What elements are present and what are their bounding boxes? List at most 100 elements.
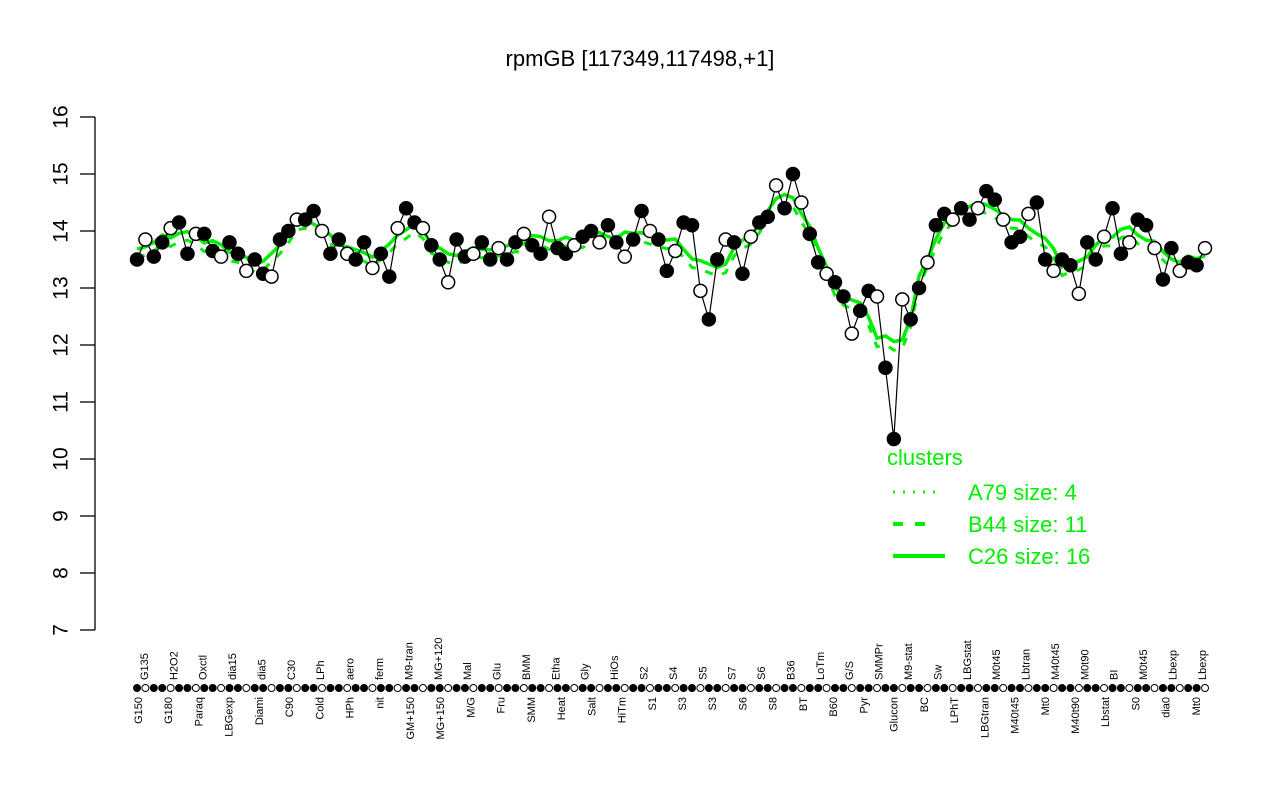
x-tick-label-top: dia15 [227,653,239,680]
data-point [314,223,330,239]
rug-point [873,684,882,692]
data-point [516,226,532,242]
rug-point [738,684,747,692]
x-tick-label-top: M9-stat [903,643,915,680]
rug-point [536,684,545,692]
rug-point [1108,684,1117,692]
data-point [567,238,582,253]
data-point [785,166,801,182]
data-point [693,283,708,299]
x-tick-label-top: Lbexp [1168,650,1180,680]
data-point [1105,200,1120,216]
x-tick-label-bottom: S1 [647,697,659,710]
rug-point [1091,684,1100,692]
data-point [1029,195,1045,210]
y-tick-label: 13 [50,276,73,299]
data-point [836,289,851,304]
data-point [348,252,363,267]
data-point [499,252,515,267]
data-point [1113,246,1129,262]
data-point [331,232,347,247]
rug-point [780,684,789,692]
rug-point [561,684,570,692]
x-tick-label-top: BMM [521,654,533,680]
data-point [533,246,548,262]
data-point [281,223,296,239]
rug-point [629,684,638,692]
data-point [154,235,170,250]
rug-point [713,684,722,692]
x-tick-label-bottom: Mt0 [1191,697,1203,715]
rug-point [191,684,200,692]
data-point [146,249,162,264]
rug-point [511,684,520,692]
x-tick-label-top: M40t45 [1050,643,1062,680]
rug-point [141,684,150,692]
rug-point [217,684,226,692]
data-point [735,266,750,281]
x-tick-label-top: Lbtran [1021,649,1033,680]
rug-point [259,684,268,692]
x-tick-label-bottom: B60 [828,697,840,717]
x-tick-label-top: M0t90 [1079,649,1091,680]
rug-point [755,684,764,692]
data-point [600,218,616,233]
rug-point [1049,684,1058,692]
data-point [1088,252,1103,267]
rug-point [267,684,276,692]
rug-point [133,684,141,692]
rug-point [166,684,175,692]
rug-point [418,684,427,692]
data-point [659,263,675,279]
plot-area [129,166,1213,447]
rug-point [805,684,814,692]
data-point [440,275,456,290]
data-point [592,235,607,250]
rug-point [410,684,419,692]
data-point [466,246,481,262]
x-tick-label-top: ferm [374,658,386,680]
x-tick-label-top: Etha [550,656,562,680]
rug-point [1167,684,1176,692]
cluster-line-c26 [136,192,1206,344]
rug-point [360,684,369,692]
x-tick-label-top: Glu [492,663,504,680]
rug-point [435,684,444,692]
rug-point [183,684,192,692]
data-point [583,223,599,239]
x-tick-label-top: M0t45 [991,649,1003,680]
rug-point [915,684,924,692]
rug-point [309,684,318,692]
data-point [558,246,574,262]
data-point [222,235,237,250]
data-point [777,200,792,216]
data-point [272,232,288,247]
rug-point [250,684,259,692]
x-tick-label-bottom: Mt0 [1040,697,1052,715]
rug-point [889,684,898,692]
rug-point [452,684,461,692]
x-tick-label-top: Oxctl [198,655,210,680]
rug-point [982,684,991,692]
x-tick-label-top: C30 [286,660,298,680]
rug-point [990,684,999,692]
rug-point [519,684,528,692]
x-tick-label-bottom: C90 [284,697,296,717]
rug-point [1066,684,1075,692]
data-point [895,292,910,307]
legend-title: clusters [887,445,963,470]
y-tick-label: 14 [50,219,73,243]
y-tick-label: 7 [50,624,73,636]
data-point [642,223,658,239]
rug-point [864,684,873,692]
data-point [365,260,380,276]
rug-point [1175,684,1184,692]
data-point [306,203,321,219]
x-tick-label-top: G/S [844,661,856,680]
data-point [171,215,187,230]
rug-point [1184,684,1193,692]
x-tick-label-bottom: LBGtran [979,697,991,738]
x-tick-label-bottom: S3 [707,697,719,710]
data-point [1138,218,1154,233]
data-point [743,229,759,244]
